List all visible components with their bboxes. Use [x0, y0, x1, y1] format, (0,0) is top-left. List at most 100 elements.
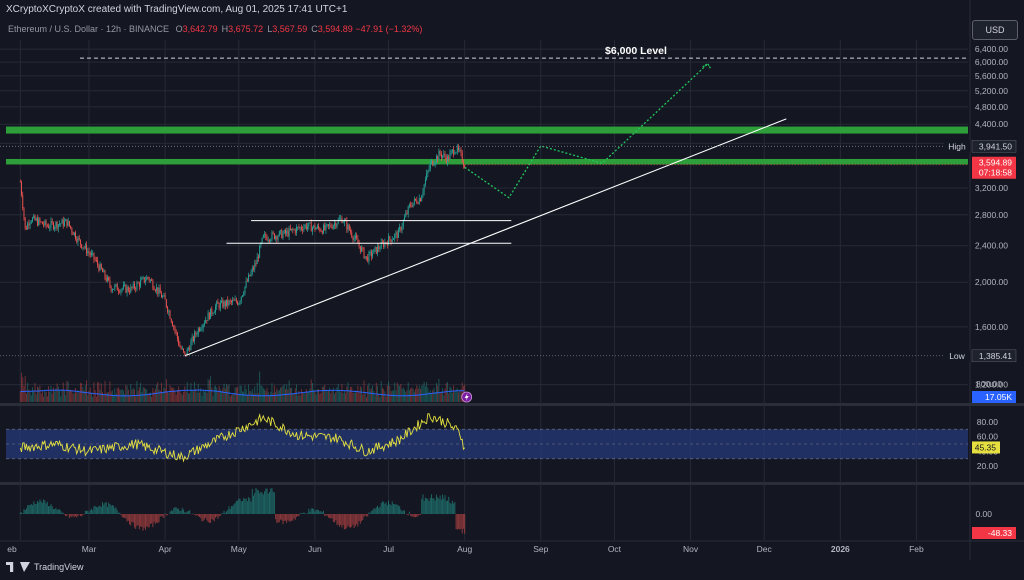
candle-body — [375, 247, 377, 254]
tradingview-footer[interactable]: TradingView — [6, 562, 84, 572]
volume-bar — [323, 386, 324, 402]
macd-histogram-bar — [257, 490, 259, 514]
candle-body — [52, 222, 54, 229]
macd-histogram-bar — [77, 514, 79, 517]
time-tick-label: Dec — [757, 544, 773, 554]
macd-histogram-bar — [170, 510, 172, 514]
candle-body — [100, 264, 102, 269]
candle-body — [423, 184, 425, 192]
footer-brand: TradingView — [34, 562, 84, 572]
macd-histogram-bar — [222, 513, 224, 514]
candle-body — [91, 253, 92, 255]
volume-bar — [423, 381, 425, 402]
macd-histogram-bar — [213, 514, 215, 522]
candle-body — [411, 205, 413, 207]
macd-histogram-bar — [210, 514, 212, 523]
candle-body — [195, 332, 197, 335]
candle-body — [418, 198, 420, 204]
macd-histogram-bar — [381, 501, 383, 514]
volume-bar — [248, 384, 250, 402]
macd-histogram-bar — [163, 514, 165, 519]
candle-body — [391, 239, 393, 242]
volume-bar — [50, 385, 52, 402]
macd-histogram-bar — [237, 500, 239, 514]
candle-body — [273, 233, 275, 239]
volume-bar — [363, 380, 365, 402]
macd-histogram-bar — [400, 509, 402, 514]
volume-bar — [275, 391, 277, 402]
candle-body — [186, 348, 188, 356]
symbol-legend: Ethereum / U.S. Dollar · 12h · BINANCE O… — [8, 24, 422, 34]
volume-bar — [431, 393, 432, 402]
candle-body — [122, 285, 124, 289]
macd-histogram-bar — [313, 509, 315, 514]
macd-histogram-bar — [229, 508, 231, 514]
volume-bar — [190, 383, 192, 402]
volume-bar — [302, 392, 304, 402]
macd-histogram-bar — [119, 512, 121, 514]
volume-bar — [245, 389, 247, 402]
macd-histogram-bar — [346, 514, 348, 528]
macd-histogram-bar — [321, 512, 323, 514]
candle-body — [448, 156, 450, 160]
volume-tick-label: 800.00 — [976, 379, 1002, 389]
macd-histogram-bar — [90, 508, 92, 514]
macd-histogram-bar — [201, 514, 203, 522]
macd-histogram-bar — [232, 506, 234, 514]
macd-histogram-bar — [147, 514, 149, 528]
pane-separator — [0, 403, 1024, 406]
volume-bar — [405, 392, 407, 402]
rsi-tick-label: 60.00 — [977, 432, 999, 442]
volume-bar — [385, 396, 387, 402]
volume-bar — [270, 391, 272, 402]
candle-body — [65, 219, 67, 222]
macd-histogram-bar — [174, 507, 176, 514]
candle-body — [213, 312, 215, 314]
macd-histogram-bar — [352, 514, 354, 525]
macd-histogram-bar — [116, 510, 118, 514]
candle-body — [280, 230, 281, 232]
candle-body — [310, 222, 312, 232]
volume-bar — [98, 382, 100, 402]
candle-body — [394, 234, 396, 239]
candle-body — [129, 291, 130, 293]
candle-body — [316, 225, 318, 229]
macd-histogram-bar — [151, 514, 153, 524]
candle-body — [287, 230, 289, 237]
price-tick-label: 2,400.00 — [975, 241, 1008, 251]
macd-histogram-bar — [340, 514, 342, 525]
macd-histogram-bar — [233, 504, 235, 514]
candle-body — [38, 218, 40, 226]
macd-histogram-bar — [251, 488, 253, 514]
candle-body — [434, 162, 436, 165]
candle-body — [39, 218, 41, 222]
candle-body — [259, 245, 261, 258]
macd-histogram-bar — [334, 514, 336, 523]
ohlc-value-l: 3,567.59 — [272, 24, 308, 34]
macd-histogram-bar — [113, 505, 115, 514]
macd-histogram-bar — [362, 514, 364, 521]
macd-histogram-bar — [243, 497, 245, 514]
volume-bar — [197, 383, 199, 402]
volume-bar — [374, 395, 376, 402]
volume-bar — [54, 391, 56, 402]
volume-bar — [439, 393, 441, 402]
candle-body — [459, 149, 461, 151]
currency-button[interactable]: USD — [972, 20, 1018, 40]
volume-bar — [66, 380, 68, 402]
volume-bar — [213, 386, 215, 402]
candle-body — [257, 256, 259, 258]
tradingview-logo-icon — [6, 562, 14, 572]
macd-histogram-bar — [354, 514, 356, 527]
volume-bar — [212, 395, 214, 402]
volume-bar — [309, 388, 311, 402]
volume-bar — [255, 393, 257, 402]
volume-bar — [188, 393, 189, 402]
candle-body — [340, 218, 342, 219]
macd-histogram-bar — [120, 514, 122, 515]
candle-body — [294, 229, 296, 233]
volume-bar — [361, 387, 363, 402]
macd-histogram-bar — [82, 514, 84, 515]
macd-histogram-bar — [197, 514, 199, 517]
